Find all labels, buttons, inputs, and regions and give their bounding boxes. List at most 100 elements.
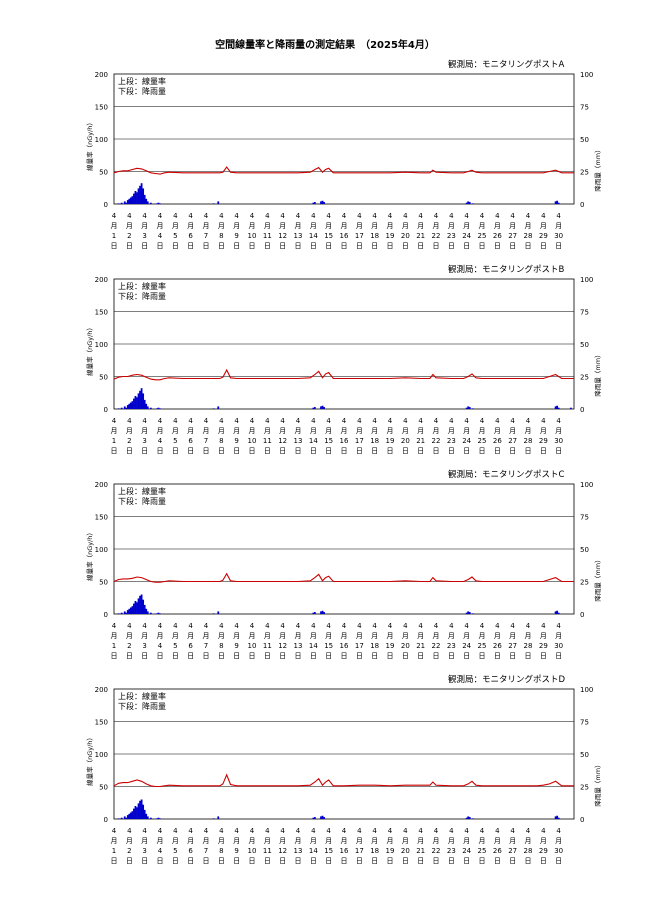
- rain-bar: [128, 608, 131, 614]
- rain-bar: [468, 407, 471, 409]
- rain-bar: [136, 192, 138, 204]
- x-tick-day: 23: [447, 232, 456, 240]
- rain-bar: [145, 403, 148, 409]
- x-tick-unit-month: 月: [218, 427, 225, 435]
- x-tick-unit-day: 日: [555, 652, 562, 660]
- rain-bar: [136, 397, 138, 409]
- x-tick-unit-month: 月: [295, 222, 302, 230]
- legend-entry-dose: 上段：線量率: [118, 76, 166, 86]
- x-tick-month: 4: [526, 622, 531, 630]
- x-tick-month: 4: [342, 417, 347, 425]
- x-tick-month: 4: [188, 212, 193, 220]
- x-tick-unit-month: 月: [433, 222, 440, 230]
- x-tick-unit-day: 日: [341, 857, 348, 865]
- rain-bar: [129, 812, 132, 819]
- y-tick-label: 0: [104, 406, 108, 414]
- chart-panel-d: 観測局：モニタリングポストD 0 50 100 150 200 0 25 50 75 100 線量率…: [0, 673, 650, 878]
- x-tick-unit-month: 月: [310, 222, 317, 230]
- x-tick-unit-month: 月: [187, 222, 194, 230]
- x-tick-unit-month: 月: [525, 632, 532, 640]
- rain-bar: [468, 817, 471, 819]
- x-tick-unit-day: 日: [463, 447, 470, 455]
- x-tick-unit-day: 日: [387, 447, 394, 455]
- y-tick-label: 50: [99, 169, 108, 177]
- x-tick-day: 16: [340, 232, 349, 240]
- x-tick-unit-month: 月: [525, 837, 532, 845]
- x-tick-unit-month: 月: [509, 222, 516, 230]
- rain-bar: [123, 201, 126, 204]
- x-tick-day: 24: [462, 232, 471, 240]
- x-tick-unit-month: 月: [203, 632, 210, 640]
- x-tick-month: 4: [234, 417, 239, 425]
- x-tick-unit-day: 日: [295, 242, 302, 250]
- x-tick-unit-month: 月: [203, 222, 210, 230]
- x-tick-unit-day: 日: [203, 652, 210, 660]
- x-tick-month: 4: [127, 212, 132, 220]
- rain-bar: [128, 403, 131, 409]
- x-tick-day: 18: [370, 232, 379, 240]
- x-tick-month: 4: [173, 827, 178, 835]
- legend-entry-dose: 上段：線量率: [118, 486, 166, 496]
- x-tick-unit-day: 日: [172, 242, 179, 250]
- y-tick-label: 50: [99, 374, 108, 382]
- x-tick-month: 4: [510, 622, 515, 630]
- x-tick-month: 4: [127, 622, 132, 630]
- x-tick-unit-month: 月: [540, 427, 547, 435]
- station-label: 観測局：モニタリングポストA: [448, 60, 565, 70]
- y-axis-title: 線量率（nGy/h）: [85, 529, 94, 581]
- rain-bar: [320, 201, 322, 204]
- x-tick-month: 4: [357, 212, 362, 220]
- y-tick-label: 150: [95, 104, 108, 112]
- rain-bar: [467, 201, 470, 204]
- rain-bar: [321, 405, 324, 409]
- x-tick-unit-day: 日: [264, 447, 271, 455]
- x-tick-unit-month: 月: [249, 222, 256, 230]
- x-tick-unit-day: 日: [264, 242, 271, 250]
- y2-tick-label: 25: [580, 579, 589, 587]
- rain-bar: [465, 407, 468, 409]
- rain-bar: [323, 612, 325, 614]
- rain-bar: [467, 611, 470, 614]
- x-tick-month: 4: [158, 622, 163, 630]
- x-tick-unit-day: 日: [310, 242, 317, 250]
- x-tick-day: 25: [478, 232, 487, 240]
- x-tick-unit-month: 月: [479, 427, 486, 435]
- x-tick-day: 19: [386, 232, 395, 240]
- x-tick-day: 19: [386, 437, 395, 445]
- x-tick-month: 4: [234, 622, 239, 630]
- x-tick-unit-month: 月: [187, 837, 194, 845]
- rain-bar: [570, 407, 572, 409]
- x-tick-month: 4: [219, 622, 224, 630]
- x-tick-unit-day: 日: [325, 242, 332, 250]
- x-tick-day: 18: [370, 642, 379, 650]
- x-tick-day: 24: [462, 642, 471, 650]
- rain-bar: [142, 804, 145, 819]
- x-tick-month: 4: [142, 827, 147, 835]
- x-tick-month: 4: [434, 622, 439, 630]
- x-tick-unit-day: 日: [310, 447, 317, 455]
- x-tick-unit-month: 月: [141, 632, 148, 640]
- x-tick-day: 23: [447, 642, 456, 650]
- rain-bar: [159, 818, 161, 819]
- x-tick-unit-month: 月: [479, 632, 486, 640]
- station-label: 観測局：モニタリングポストB: [448, 265, 565, 275]
- x-tick-day: 5: [173, 847, 177, 855]
- rain-bar: [140, 594, 143, 614]
- x-tick-day: 13: [294, 847, 303, 855]
- x-tick-unit-month: 月: [479, 837, 486, 845]
- x-tick-unit-day: 日: [341, 242, 348, 250]
- x-tick-month: 4: [188, 622, 193, 630]
- x-tick-month: 4: [219, 827, 224, 835]
- y-tick-label: 50: [99, 784, 108, 792]
- x-tick-unit-day: 日: [157, 652, 164, 660]
- x-tick-unit-month: 月: [310, 632, 317, 640]
- rain-bar: [465, 817, 468, 819]
- x-tick-unit-day: 日: [141, 652, 148, 660]
- x-tick-unit-day: 日: [494, 857, 501, 865]
- rain-bar: [126, 815, 129, 819]
- rain-bar: [312, 202, 315, 204]
- x-tick-unit-day: 日: [387, 652, 394, 660]
- x-tick-day: 24: [462, 437, 471, 445]
- x-tick-day: 28: [524, 437, 533, 445]
- y2-tick-label: 25: [580, 169, 589, 177]
